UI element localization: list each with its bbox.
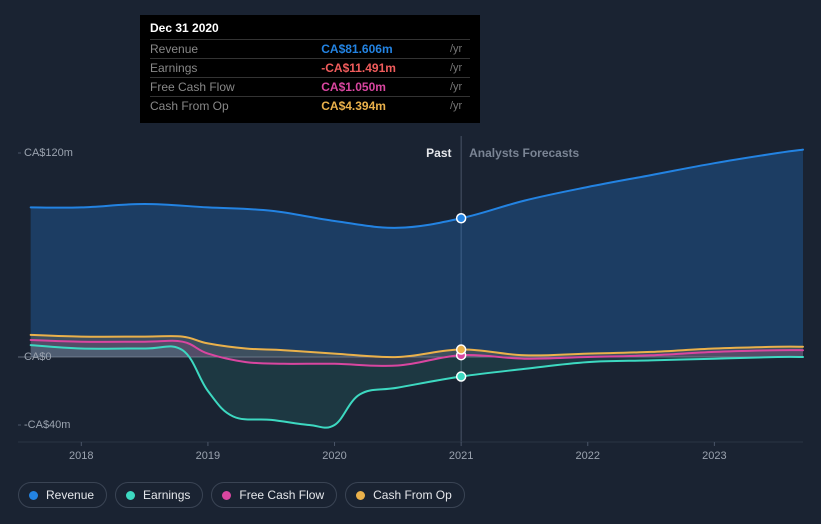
tooltip-row: Free Cash FlowCA$1.050m/yr [150,78,470,97]
legend: Revenue Earnings Free Cash Flow Cash From O… [18,482,465,508]
hover-marker-cash_from_op [457,345,466,354]
tooltip-row: Cash From OpCA$4.394m/yr [150,97,470,116]
x-axis-tick-label: 2021 [449,450,473,462]
tooltip-row-label: Earnings [150,59,321,78]
legend-dot-icon [222,491,231,500]
tooltip-row-unit: /yr [450,59,470,78]
tooltip-table: RevenueCA$81.606m/yrEarnings-CA$11.491m/… [150,39,470,115]
legend-dot-icon [126,491,135,500]
x-axis-tick-label: 2019 [196,450,220,462]
legend-item-revenue[interactable]: Revenue [18,482,107,508]
tooltip-row-value: CA$81.606m [321,40,450,59]
tooltip-row-value: CA$1.050m [321,78,450,97]
tooltip-row-label: Cash From Op [150,97,321,116]
legend-item-cash_from_op[interactable]: Cash From Op [345,482,465,508]
tooltip-row-label: Free Cash Flow [150,78,321,97]
x-axis-tick-label: 2018 [69,450,93,462]
tooltip-row-label: Revenue [150,40,321,59]
past-label: Past [426,146,451,160]
y-axis-tick-label: CA$120m [24,147,73,159]
x-axis-tick-label: 2022 [576,450,600,462]
legend-label: Cash From Op [373,488,452,502]
hover-marker-revenue [457,214,466,223]
forecast-label: Analysts Forecasts [469,146,579,160]
legend-label: Revenue [46,488,94,502]
tooltip-row-unit: /yr [450,78,470,97]
tooltip-row: RevenueCA$81.606m/yr [150,40,470,59]
legend-item-free_cash_flow[interactable]: Free Cash Flow [211,482,337,508]
x-axis-tick-label: 2020 [322,450,346,462]
tooltip-row: Earnings-CA$11.491m/yr [150,59,470,78]
y-axis-tick-label: CA$0 [24,351,52,363]
x-axis-tick-label: 2023 [702,450,726,462]
tooltip-row-unit: /yr [450,97,470,116]
hover-tooltip: Dec 31 2020 RevenueCA$81.606m/yrEarnings… [140,15,480,123]
financials-chart: Dec 31 2020 RevenueCA$81.606m/yrEarnings… [0,0,821,524]
hover-marker-earnings [457,372,466,381]
tooltip-row-value: CA$4.394m [321,97,450,116]
tooltip-date: Dec 31 2020 [150,21,470,35]
legend-label: Free Cash Flow [239,488,324,502]
legend-dot-icon [356,491,365,500]
legend-item-earnings[interactable]: Earnings [115,482,203,508]
y-axis-tick-label: -CA$40m [24,419,70,431]
legend-dot-icon [29,491,38,500]
tooltip-row-unit: /yr [450,40,470,59]
legend-label: Earnings [143,488,190,502]
tooltip-row-value: -CA$11.491m [321,59,450,78]
